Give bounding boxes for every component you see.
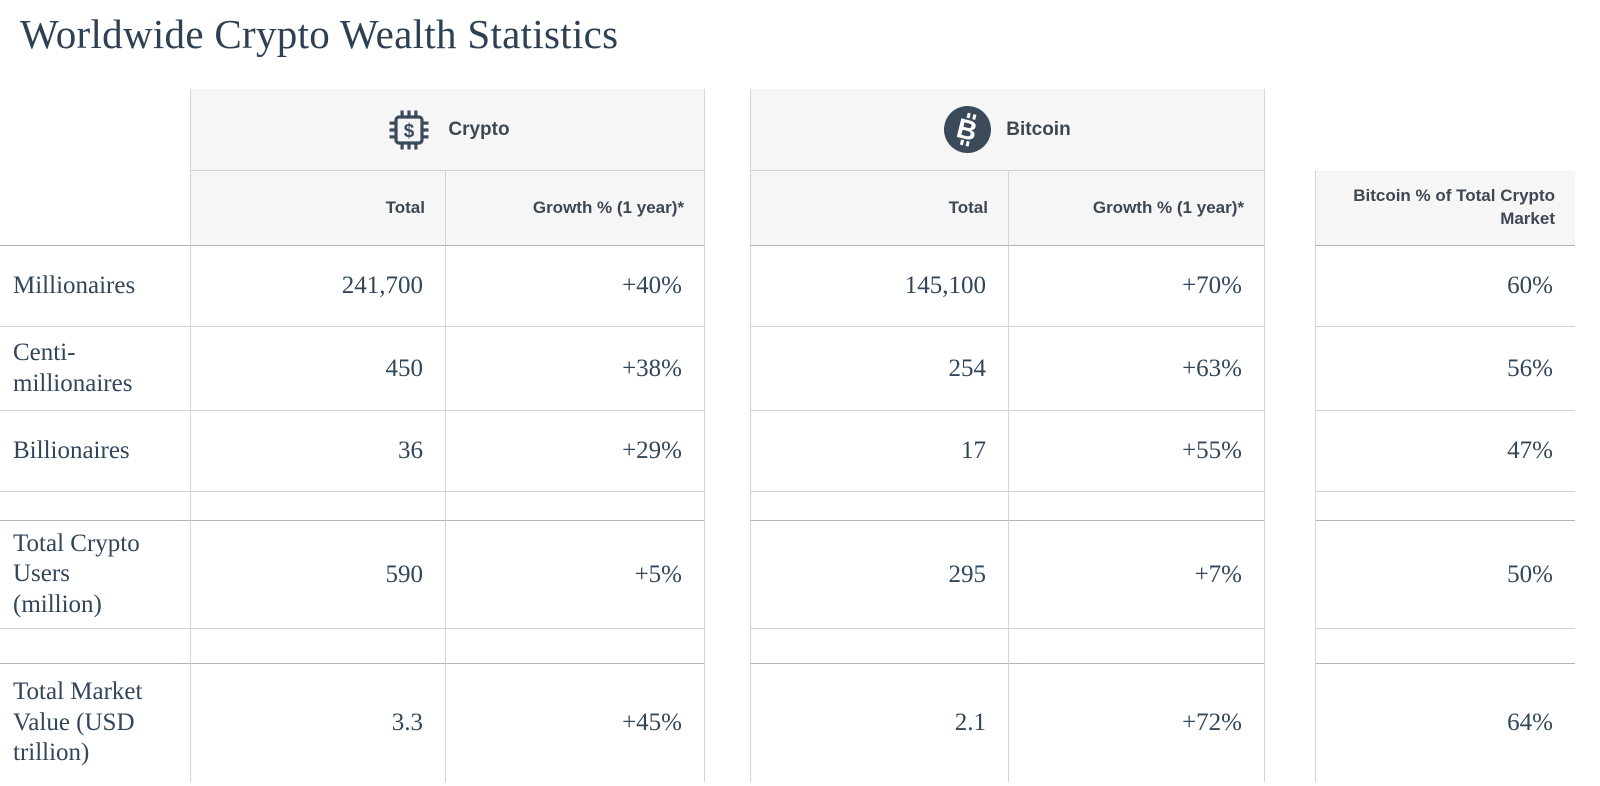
gap-cell xyxy=(705,664,750,782)
gap-cell xyxy=(1265,629,1315,664)
gap-cell xyxy=(1265,521,1315,629)
gap-cell xyxy=(1265,246,1315,327)
bitcoin-share-header: Bitcoin % of Total Crypto Market xyxy=(1315,171,1575,246)
crypto-total-header: Total xyxy=(190,171,445,246)
spacer-row-cell xyxy=(1008,492,1265,521)
spacer-row-cell xyxy=(1315,629,1575,664)
cell-crypto-total: 36 xyxy=(190,411,445,492)
spacer-row-cell xyxy=(445,629,705,664)
bitcoin-section-label: Bitcoin xyxy=(1006,118,1071,140)
spacer-row-cell xyxy=(750,492,1008,521)
cell-crypto-growth: +38% xyxy=(445,327,705,411)
cell-crypto-growth: +45% xyxy=(445,664,705,782)
crypto-section-label: Crypto xyxy=(448,118,510,140)
empty-cell xyxy=(1315,89,1575,171)
cell-bitcoin-share: 47% xyxy=(1315,411,1575,492)
gap-cell xyxy=(705,246,750,327)
cell-crypto-growth: +40% xyxy=(445,246,705,327)
cell-bitcoin-growth: +55% xyxy=(1008,411,1265,492)
gap-cell xyxy=(705,327,750,411)
spacer-row-cell xyxy=(190,629,445,664)
cell-bitcoin-total: 145,100 xyxy=(750,246,1008,327)
crypto-wealth-table: $ Crypto B Bitcoin Total Growth % (1 yea… xyxy=(0,89,1600,782)
corner-cell xyxy=(0,89,190,171)
gap-cell xyxy=(705,171,750,246)
cell-bitcoin-total: 254 xyxy=(750,327,1008,411)
spacer-row-cell xyxy=(0,492,190,521)
row-label: Millionaires xyxy=(0,246,190,327)
gap-cell xyxy=(1265,89,1315,171)
bitcoin-growth-header: Growth % (1 year)* xyxy=(1008,171,1265,246)
gap-cell xyxy=(1265,327,1315,411)
gap-cell xyxy=(705,521,750,629)
row-label: Total Crypto Users (million) xyxy=(0,521,190,629)
row-label: Centi-millionaires xyxy=(0,327,190,411)
spacer-row-cell xyxy=(445,492,705,521)
gap-cell xyxy=(705,89,750,171)
row-label: Billionaires xyxy=(0,411,190,492)
crypto-growth-header: Growth % (1 year)* xyxy=(445,171,705,246)
cell-bitcoin-total: 2.1 xyxy=(750,664,1008,782)
cell-bitcoin-share: 60% xyxy=(1315,246,1575,327)
gap-cell xyxy=(705,492,750,521)
bitcoin-total-header: Total xyxy=(750,171,1008,246)
cell-crypto-total: 241,700 xyxy=(190,246,445,327)
cell-crypto-total: 3.3 xyxy=(190,664,445,782)
row-label: Total Market Value (USD trillion) xyxy=(13,678,143,767)
crypto-chip-icon: $ xyxy=(389,110,429,149)
cell-crypto-total: 590 xyxy=(190,521,445,629)
spacer-row-cell xyxy=(0,629,190,664)
cell-bitcoin-total: 17 xyxy=(750,411,1008,492)
gap-cell xyxy=(1265,411,1315,492)
spacer-row-cell xyxy=(190,492,445,521)
gap-cell xyxy=(1265,664,1315,782)
cell-bitcoin-share: 56% xyxy=(1315,327,1575,411)
gap-cell xyxy=(1265,492,1315,521)
cell-crypto-growth: +29% xyxy=(445,411,705,492)
cell-bitcoin-share: 64% xyxy=(1315,664,1575,782)
gap-cell xyxy=(705,629,750,664)
bitcoin-icon: B xyxy=(944,106,992,153)
spacer-row-cell xyxy=(750,629,1008,664)
gap-cell xyxy=(705,411,750,492)
bitcoin-section-header: B Bitcoin xyxy=(750,89,1265,171)
spacer-row-cell xyxy=(1315,492,1575,521)
page-title: Worldwide Crypto Wealth Statistics xyxy=(20,11,619,57)
cell-bitcoin-growth: +72% xyxy=(1008,664,1265,782)
cell-bitcoin-growth: +63% xyxy=(1008,327,1265,411)
cell-bitcoin-share: 50% xyxy=(1315,521,1575,629)
cell-bitcoin-growth: +7% xyxy=(1008,521,1265,629)
spacer-row-cell xyxy=(1008,629,1265,664)
svg-text:$: $ xyxy=(404,121,415,142)
cell-crypto-growth: +5% xyxy=(445,521,705,629)
cell-bitcoin-total: 295 xyxy=(750,521,1008,629)
crypto-section-header: $ Crypto xyxy=(190,89,705,171)
row-label-header-cell xyxy=(0,171,190,246)
cell-crypto-total: 450 xyxy=(190,327,445,411)
gap-cell xyxy=(1265,171,1315,246)
cell-bitcoin-growth: +70% xyxy=(1008,246,1265,327)
